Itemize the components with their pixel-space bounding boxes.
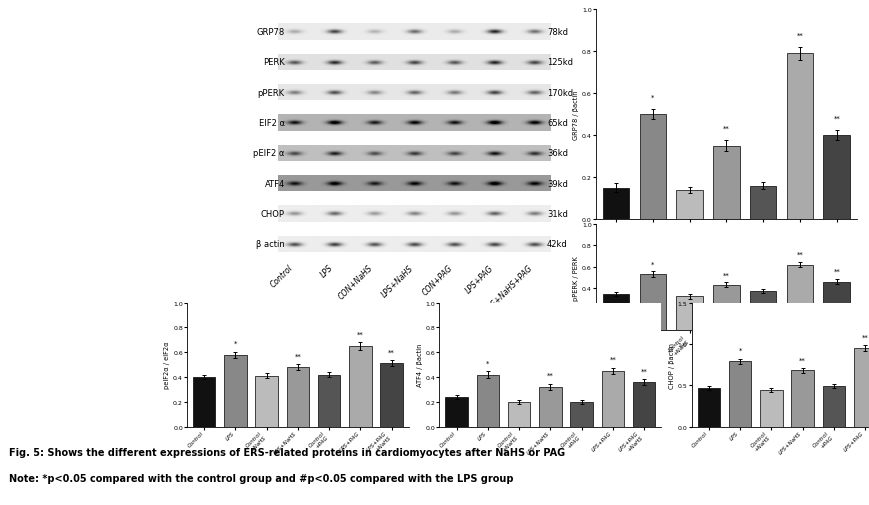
Text: **: ** [860,334,867,340]
Text: **: ** [356,331,363,337]
Text: **: ** [799,357,805,363]
Text: 39kd: 39kd [547,179,567,188]
Text: **: ** [796,32,802,38]
Bar [255,376,278,427]
Bar [193,377,216,427]
Text: 42kd: 42kd [547,240,567,249]
Text: LPS+NaHS+PAG: LPS+NaHS+PAG [483,263,534,314]
Bar [278,55,551,71]
Bar [224,355,247,427]
Bar [713,285,739,331]
Bar [639,115,666,220]
Text: β actin: β actin [255,240,284,249]
Y-axis label: ATF4 / βactin: ATF4 / βactin [416,343,422,386]
Text: *: * [651,261,653,267]
Bar [569,402,592,427]
Bar [476,375,499,427]
Bar [760,390,782,427]
Text: *: * [738,347,741,354]
Text: 125kd: 125kd [547,58,572,67]
Bar [639,275,666,331]
Text: **: ** [833,115,839,121]
Text: *: * [486,360,489,366]
Bar [445,397,468,427]
Text: LPS+PAG: LPS+PAG [463,263,494,294]
Text: **: ** [640,368,647,374]
Bar [380,364,402,427]
Bar [786,265,813,331]
Text: *: * [234,340,237,346]
Text: LPS+NaHS: LPS+NaHS [379,263,415,298]
Text: 36kd: 36kd [547,149,567,158]
Y-axis label: CHOP / βactin: CHOP / βactin [668,342,674,388]
Text: **: ** [722,126,729,132]
Text: **: ** [547,373,553,378]
Text: CON+PAG: CON+PAG [421,263,454,297]
Text: **: ** [295,352,301,359]
Bar [600,371,623,427]
Bar [278,206,551,222]
Text: **: ** [388,349,395,355]
Bar [348,346,371,427]
Bar [749,291,775,331]
Text: pEIF2 α: pEIF2 α [253,149,284,158]
Bar [539,387,561,427]
Y-axis label: peIF2α / eIF2α: peIF2α / eIF2α [164,341,170,388]
Bar [713,146,739,220]
Text: **: ** [722,272,729,278]
Text: CON+NaHS: CON+NaHS [336,263,375,301]
Bar [278,85,551,101]
Bar [602,188,628,220]
Bar [602,295,628,331]
Text: pPERK: pPERK [257,88,284,97]
Bar [786,54,813,220]
Text: Control: Control [269,263,295,289]
Text: 78kd: 78kd [547,28,567,37]
Bar [823,136,849,220]
Text: Note: *p<0.05 compared with the control group and #p<0.05 compared with the LPS : Note: *p<0.05 compared with the control … [9,473,513,483]
Text: **: ** [796,251,802,258]
Bar [749,186,775,220]
Text: GRP78: GRP78 [256,28,284,37]
Text: 170kd: 170kd [547,88,573,97]
Text: 65kd: 65kd [547,119,567,128]
Text: *: * [651,94,653,100]
Text: Fig. 5: Shows the different expressions of ERS-related proteins in cardiomyocyte: Fig. 5: Shows the different expressions … [9,447,564,457]
Text: LPS: LPS [318,263,335,279]
Text: **: ** [833,269,839,275]
Bar [278,176,551,192]
Bar [697,388,720,427]
Bar [852,348,869,427]
Bar [278,236,551,252]
Text: PERK: PERK [262,58,284,67]
Bar [791,371,813,427]
Bar [821,386,844,427]
Bar [507,402,530,427]
Text: ATF4: ATF4 [264,179,284,188]
Text: 31kd: 31kd [547,210,567,219]
Bar [676,190,702,220]
Text: **: ** [608,357,615,363]
Bar [676,297,702,331]
Bar [728,362,751,427]
Bar [632,382,654,427]
Y-axis label: pPERK / PERK: pPERK / PERK [573,256,579,300]
Text: EIF2 α: EIF2 α [258,119,284,128]
Bar [278,115,551,131]
Text: CHOP: CHOP [261,210,284,219]
Bar [287,367,308,427]
Bar [317,375,340,427]
Bar [278,145,551,162]
Y-axis label: GRP78 / βactin: GRP78 / βactin [573,90,579,139]
Bar [278,24,551,40]
Bar [823,282,849,331]
